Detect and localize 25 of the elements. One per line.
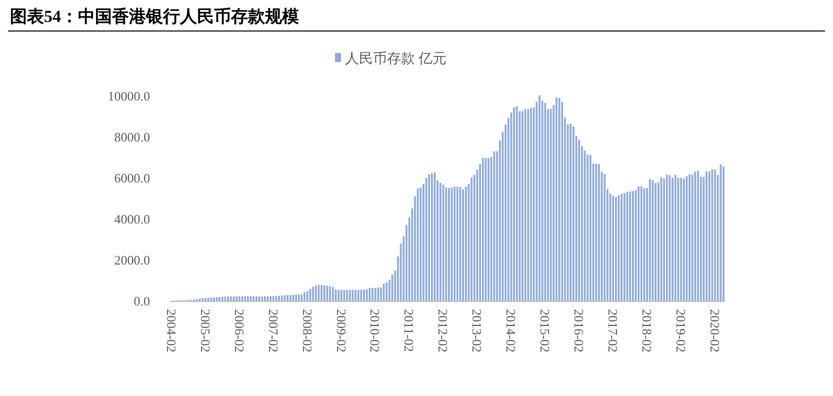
x-tick-label: 2009-02 (334, 309, 349, 352)
y-tick-label: 8000.0 (114, 130, 150, 145)
x-tick-label: 2010-02 (368, 309, 383, 352)
y-tick-label: 2000.0 (114, 252, 150, 268)
y-tick-label: 4000.0 (114, 212, 150, 227)
x-tick-label: 2019-02 (674, 309, 688, 352)
x-tick-label: 2020-02 (707, 309, 722, 352)
legend-label: 人民币存款 亿元 (345, 50, 446, 67)
x-tick-label: 2007-02 (266, 309, 281, 352)
x-tick-label: 2014-02 (504, 309, 519, 352)
x-tick-label: 2011-02 (402, 309, 417, 352)
chart-title: 图表54：中国香港银行人民币存款规模 (10, 7, 299, 26)
x-tick-label: 2015-02 (538, 309, 553, 352)
x-tick-label: 2012-02 (436, 309, 451, 352)
x-tick-label: 2008-02 (300, 309, 315, 352)
y-tick-label: 0.0 (134, 294, 150, 309)
x-tick-label: 2017-02 (606, 309, 621, 352)
x-tick-label: 2016-02 (572, 309, 587, 352)
x-tick-label: 2005-02 (198, 309, 213, 352)
x-tick-label: 2006-02 (232, 309, 247, 352)
y-tick-label: 10000.0 (108, 88, 150, 104)
y-tick-label: 6000.0 (114, 170, 150, 186)
x-tick-label: 2004-02 (164, 309, 179, 352)
x-tick-label: 2018-02 (640, 309, 655, 352)
x-tick-label: 2013-02 (470, 309, 485, 352)
